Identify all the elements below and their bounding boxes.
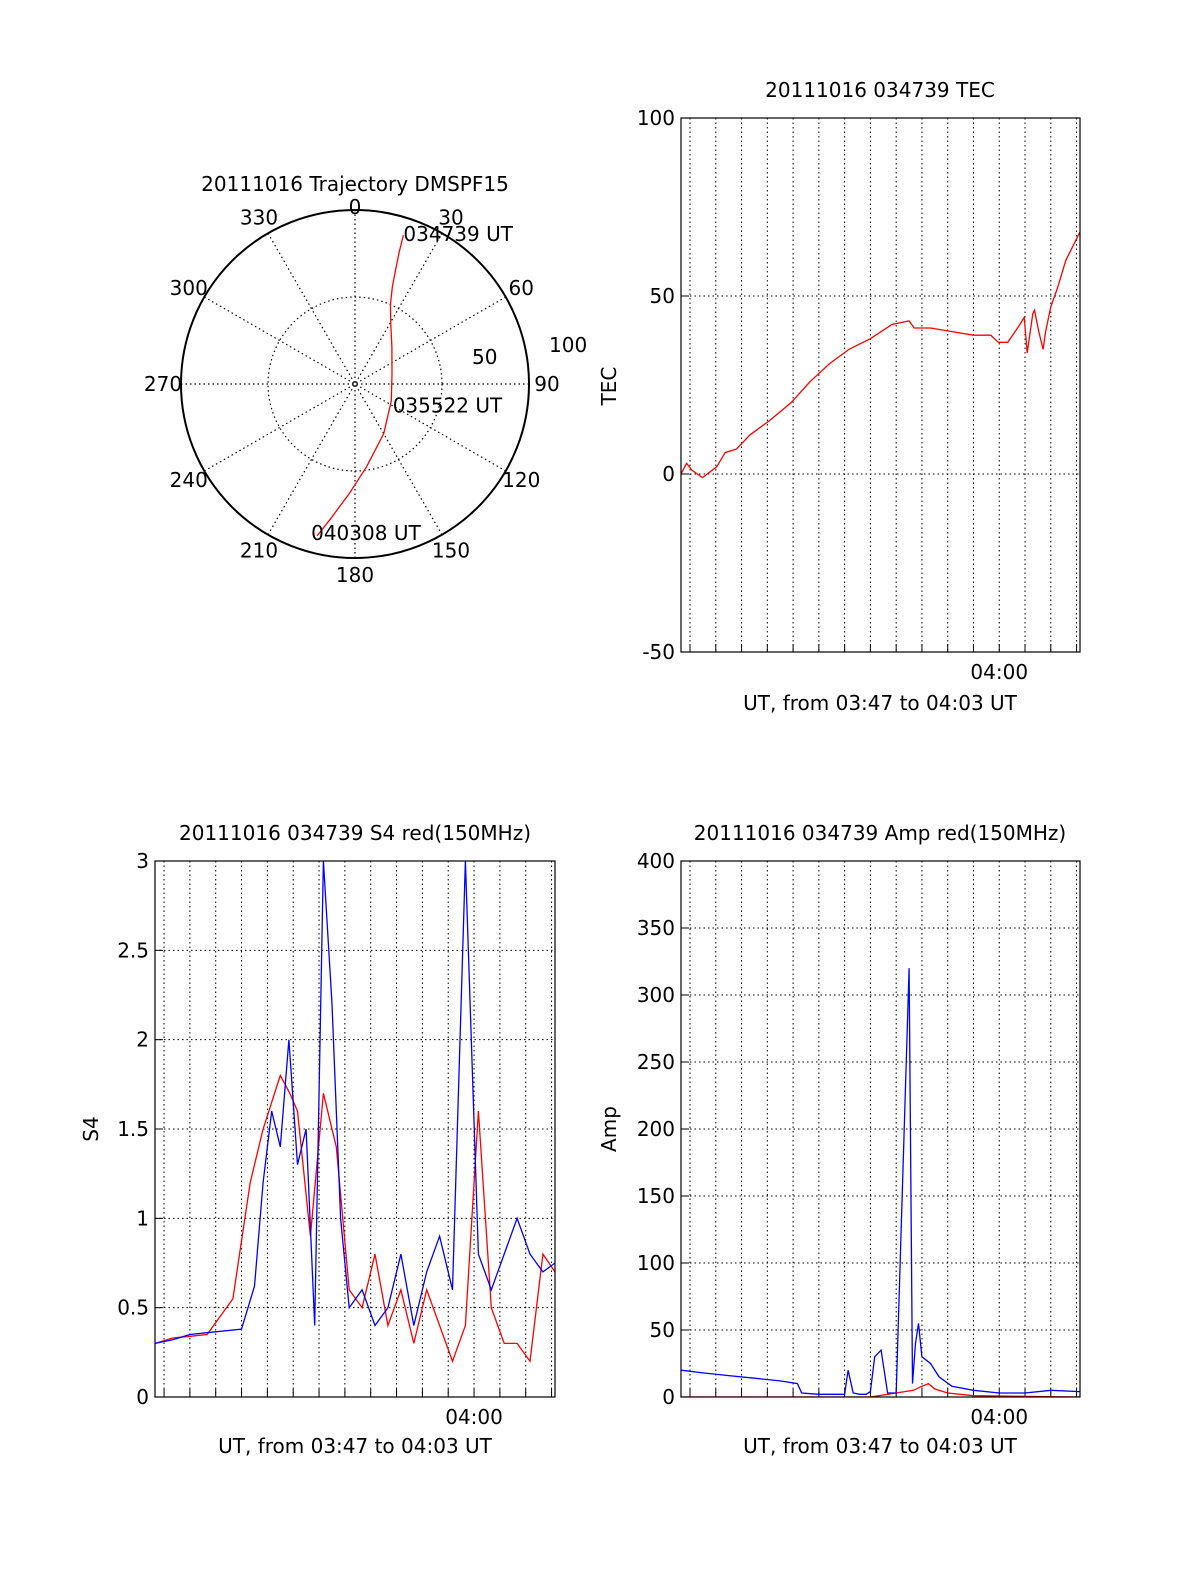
polar-trajectory-series (316, 234, 405, 537)
trajectory-time-label: 034739 UT (403, 222, 513, 246)
blue-series-line (155, 861, 555, 1345)
polar-grid (180, 209, 530, 559)
polar-outer-circle (180, 209, 530, 559)
trajectory-time-label: 040308 UT (311, 521, 421, 545)
polar-radial-label: 100 (549, 333, 587, 357)
y-tick-label: 50 (650, 1318, 675, 1342)
s4-plot-area: 3 2.5 2 1.5 1 0.5 0 04:00 (117, 849, 556, 1429)
tec-plot-area: 100 50 0 -50 04:00 (637, 106, 1081, 684)
y-tick-label: 200 (637, 1117, 675, 1141)
polar-angle-label: 300 (170, 276, 208, 300)
amp-title: 20111016 034739 Amp red(150MHz) (694, 821, 1066, 845)
trajectory-chart: 20111016 Trajectory DMSPF15 0 30 60 90 120 15… (144, 172, 587, 587)
polar-angle-label: 330 (240, 206, 278, 230)
polar-angle-label: 240 (170, 468, 208, 492)
tec-xlabel: UT, from 03:47 to 04:03 UT (743, 691, 1018, 715)
amp-ylabel: Amp (597, 1106, 621, 1152)
tec-title: 20111016 034739 TEC (765, 78, 995, 102)
y-tick-label: 250 (637, 1050, 675, 1074)
polar-angle-label: 30 (438, 206, 463, 230)
polar-angle-label: 270 (144, 372, 182, 396)
tec-chart: 20111016 034739 TEC UT, from 03:47 to 04… (597, 78, 1081, 715)
y-tick-label: 150 (637, 1184, 675, 1208)
x-tick-label: 04:00 (970, 1405, 1028, 1429)
y-tick-label: 400 (637, 849, 675, 873)
blue-series-line (681, 968, 1080, 1395)
y-tick-label: 0 (662, 1385, 675, 1409)
s4-chart: 20111016 034739 S4 red(150MHz) UT, from … (79, 821, 556, 1458)
trajectory-line (316, 234, 405, 537)
y-tick-label: 350 (637, 916, 675, 940)
polar-angle-labels: 0 30 60 90 120 150 180 210 240 270 300 330 50 100 0347… (144, 195, 587, 587)
plot-frame (680, 117, 1081, 653)
trajectory-time-label: 035522 UT (393, 394, 503, 418)
y-tick-label: -50 (642, 640, 675, 664)
red-series-line (681, 1382, 1080, 1397)
red-series-line (681, 231, 1080, 479)
y-tick-label: 2.5 (117, 938, 149, 962)
polar-radial-label: 50 (472, 345, 497, 369)
red-series-line (155, 1073, 555, 1364)
plot-frame (154, 860, 556, 1398)
y-tick-label: 1.5 (117, 1117, 149, 1141)
y-tick-label: 0 (136, 1385, 149, 1409)
tec-ylabel: TEC (597, 367, 621, 407)
x-tick-label: 04:00 (445, 1405, 503, 1429)
y-tick-label: 100 (637, 106, 675, 130)
polar-angle-label: 180 (336, 563, 374, 587)
y-tick-label: 50 (650, 284, 675, 308)
polar-angle-label: 60 (509, 276, 534, 300)
y-tick-label: 300 (637, 983, 675, 1007)
amp-chart: 20111016 034739 Amp red(150MHz) UT, from… (597, 821, 1081, 1458)
y-tick-label: 100 (637, 1251, 675, 1275)
y-tick-label: 3 (136, 849, 149, 873)
y-tick-label: 1 (136, 1206, 149, 1230)
trajectory-title: 20111016 Trajectory DMSPF15 (201, 172, 509, 196)
y-tick-label: 2 (136, 1028, 149, 1052)
s4-xlabel: UT, from 03:47 to 04:03 UT (218, 1434, 493, 1458)
y-tick-label: 0 (662, 462, 675, 486)
amp-xlabel: UT, from 03:47 to 04:03 UT (743, 1434, 1018, 1458)
s4-title: 20111016 034739 S4 red(150MHz) (179, 821, 531, 845)
s4-ylabel: S4 (79, 1116, 103, 1141)
polar-angle-label: 90 (534, 372, 559, 396)
polar-angle-label: 210 (240, 538, 278, 562)
amp-plot-area: 400 350 300 250 200 150 100 50 0 04:00 (637, 849, 1081, 1429)
polar-angle-label: 150 (432, 538, 470, 562)
x-tick-label: 04:00 (970, 660, 1028, 684)
y-tick-label: 0.5 (117, 1296, 149, 1320)
polar-angle-label: 0 (349, 195, 362, 219)
polar-angle-label: 120 (502, 468, 540, 492)
plot-frame (680, 860, 1081, 1398)
